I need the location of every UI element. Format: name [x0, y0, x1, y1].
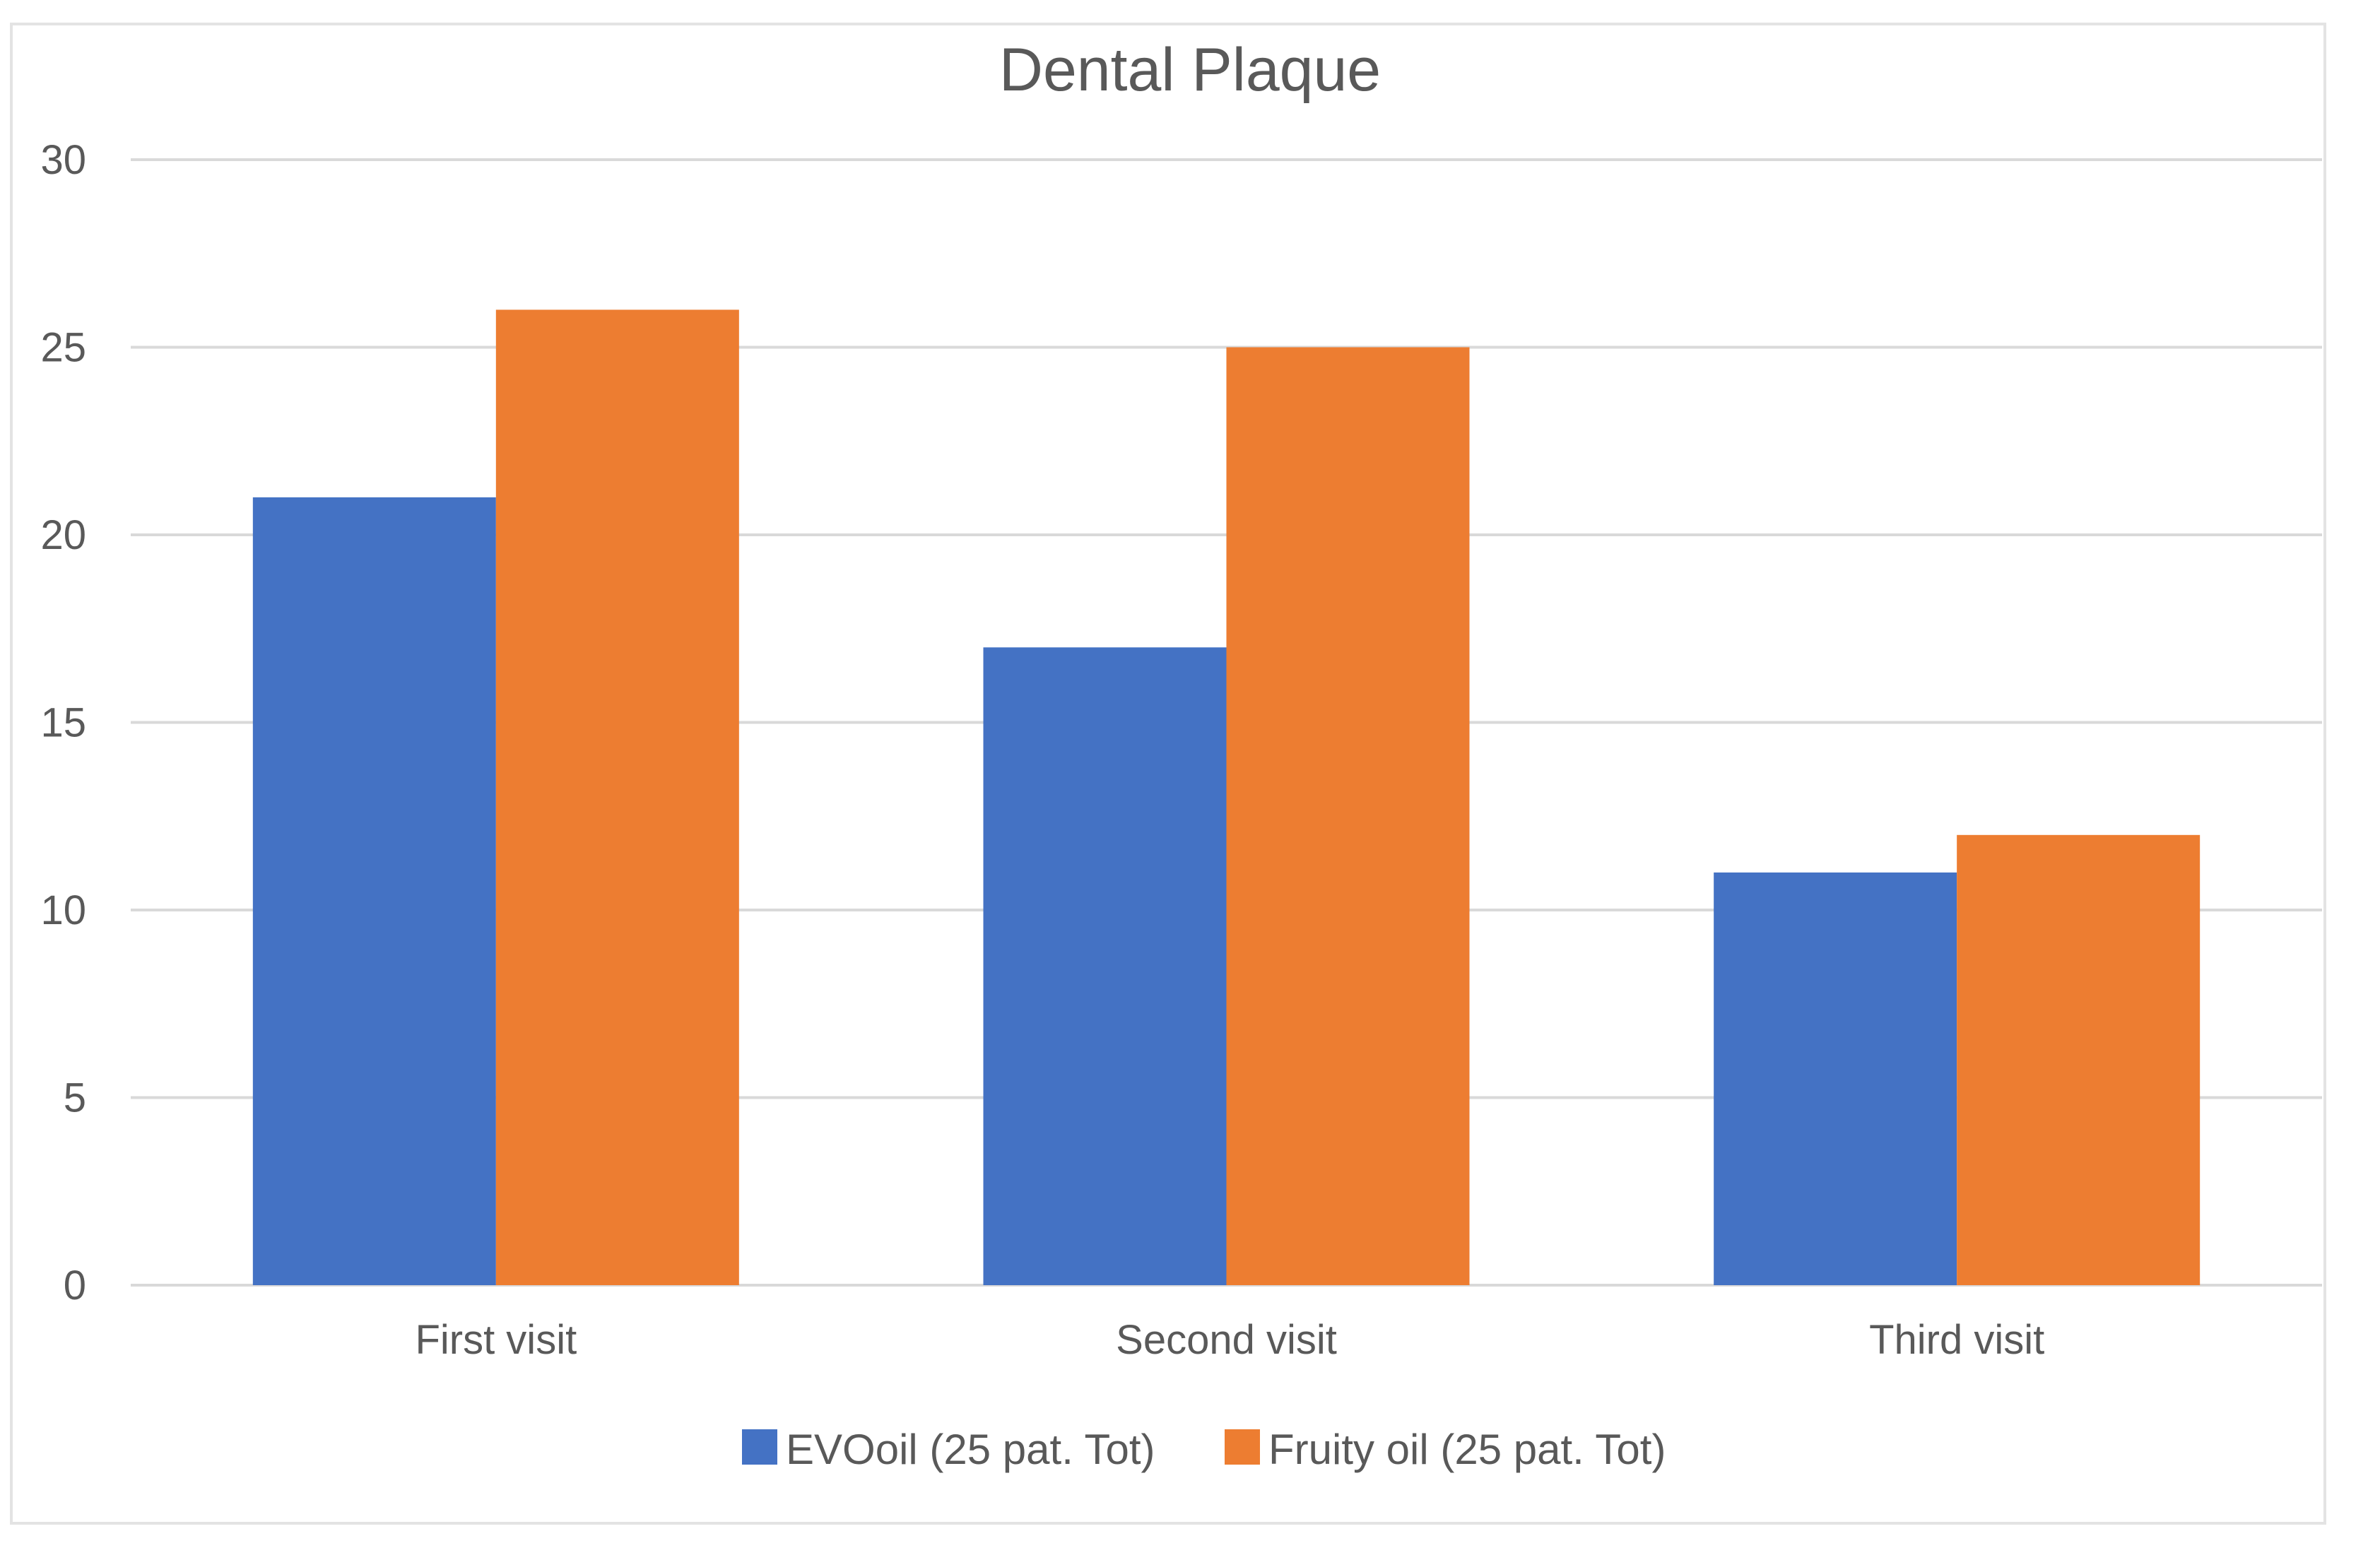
bar-fruity-oil-1: [495, 309, 739, 1285]
legend-swatch: [1225, 1429, 1260, 1465]
legend-item-fruity-oil: Fruity oil (25 pat. Tot): [1225, 1426, 1666, 1473]
legend-swatch: [742, 1429, 777, 1465]
y-tick-label: 30: [40, 137, 86, 183]
bar-evooil-3: [1714, 872, 1957, 1285]
legend-label: EVOoil (25 pat. Tot): [786, 1426, 1155, 1473]
x-category-label: Second visit: [1116, 1317, 1337, 1363]
bar-evooil-1: [252, 497, 496, 1285]
y-tick-label: 20: [40, 512, 86, 558]
x-category-label: First visit: [415, 1317, 577, 1363]
bar-fruity-oil-2: [1226, 347, 1470, 1285]
y-tick-label: 10: [40, 887, 86, 933]
bars: [252, 309, 2201, 1285]
bar-evooil-2: [983, 647, 1227, 1285]
y-axis-tick-labels: 0 5 10 15 20 25 30: [40, 137, 86, 1308]
bar-fruity-oil-3: [1957, 834, 2201, 1285]
x-category-label: Third visit: [1869, 1317, 2044, 1363]
y-tick-label: 25: [40, 325, 86, 371]
legend-item-evooil: EVOoil (25 pat. Tot): [742, 1426, 1155, 1473]
legend-label: Fruity oil (25 pat. Tot): [1268, 1426, 1666, 1473]
x-axis-category-labels: First visit Second visit Third visit: [415, 1317, 2044, 1363]
y-tick-label: 0: [64, 1263, 86, 1308]
y-tick-label: 15: [40, 700, 86, 746]
y-tick-label: 5: [64, 1075, 86, 1121]
chart-title: Dental Plaque: [999, 36, 1381, 104]
legend: EVOoil (25 pat. Tot) Fruity oil (25 pat. …: [742, 1426, 1666, 1473]
